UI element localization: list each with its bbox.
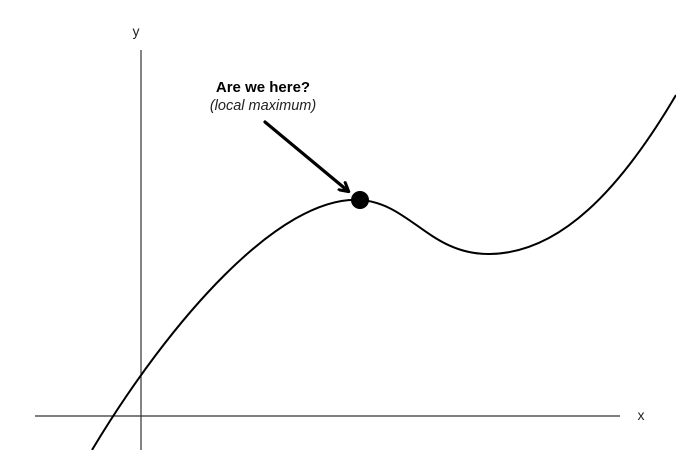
y-axis-label: y <box>133 23 140 39</box>
annotation-subtitle: (local maximum) <box>210 98 316 114</box>
function-curve <box>91 94 676 450</box>
pointer-arrow <box>263 120 348 191</box>
local-maximum-marker <box>351 191 369 209</box>
x-axis-label: x <box>638 407 645 423</box>
annotation-title: Are we here? <box>216 79 310 96</box>
